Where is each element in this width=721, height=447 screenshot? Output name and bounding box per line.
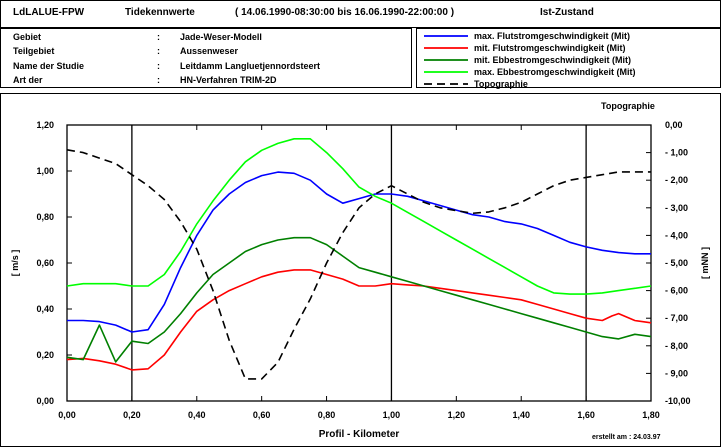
y-tick-label: 1,00 — [36, 166, 54, 176]
y2-tick-label: - 5,00 — [665, 258, 688, 268]
plot-area — [66, 124, 652, 402]
y2-tick-label: -10,00 — [665, 396, 691, 406]
y2-tick-label: - 9,00 — [665, 368, 688, 378]
y2-tick-label: - 2,00 — [665, 175, 688, 185]
header-left: LdLALUE-FPW — [13, 7, 85, 18]
y-tick-label: 0,80 — [36, 212, 54, 222]
y2-tick-label: - 3,00 — [665, 203, 688, 213]
info-sep: : — [157, 32, 160, 42]
x-tick-label: 1,40 — [512, 410, 530, 420]
legend-entry: max. Ebbestromgeschwindigkeit (Mit) — [474, 67, 636, 77]
legend-entry: mit. Ebbestromgeschwindigkeit (Mit) — [474, 55, 632, 65]
x-tick-label: 1,80 — [642, 410, 660, 420]
y2-tick-label: - 4,00 — [665, 230, 688, 240]
info-value: Leitdamm Langluetjennordsteert — [180, 61, 321, 71]
x-tick-label: 1,20 — [448, 410, 466, 420]
info-sep: : — [157, 61, 160, 71]
y-tick-label: 1,20 — [36, 120, 54, 130]
series-line — [66, 236, 652, 363]
info-sep: : — [157, 46, 160, 56]
x-axis-label: Profil - Kilometer — [319, 429, 400, 440]
header-title: Tidekennwerte — [125, 7, 195, 18]
info-label: Gebiet — [13, 32, 42, 42]
header-range: ( 14.06.1990-08:30:00 bis 16.06.1990-22:… — [235, 7, 455, 18]
y2-tick-label: - 8,00 — [665, 341, 688, 351]
info-value: Jade-Weser-Modell — [180, 32, 262, 42]
legend-entry: max. Flutstromgeschwindigkeit (Mit) — [474, 31, 631, 41]
info-label: Name der Studie — [13, 61, 85, 71]
legend-entry: Topographie — [474, 79, 528, 89]
info-table — [0, 28, 412, 88]
info-sep: : — [157, 75, 160, 85]
x-tick-label: 0,20 — [123, 410, 141, 420]
series-line — [66, 149, 651, 380]
y2-tick-label: - 1,00 — [665, 148, 688, 158]
series-line — [67, 171, 651, 333]
y-tick-label: 0,60 — [36, 258, 54, 268]
info-label: Teilgebiet — [13, 46, 55, 56]
x-tick-label: 0,00 — [58, 410, 76, 420]
y-tick-label: 0,40 — [36, 304, 54, 314]
y2-axis-label: [ mNN ] — [700, 247, 710, 279]
x-tick-label: 0,60 — [253, 410, 271, 420]
series-line — [66, 269, 652, 371]
series-line — [66, 138, 652, 295]
x-tick-label: 0,80 — [318, 410, 336, 420]
footer-created: erstellt am : 24.03.97 — [592, 434, 661, 441]
y2-tick-label: - 6,00 — [665, 286, 688, 296]
x-tick-label: 1,00 — [383, 410, 401, 420]
info-value: HN-Verfahren TRIM-2D — [180, 75, 277, 85]
y-tick-label: 0,00 — [36, 396, 54, 406]
info-label: Art der — [13, 75, 43, 85]
x-tick-label: 1,60 — [577, 410, 595, 420]
y2-axis-title: Topographie — [601, 101, 655, 111]
legend-entry: mit. Flutstromgeschwindigkeit (Mit) — [474, 43, 626, 53]
y-tick-label: 0,20 — [36, 350, 54, 360]
y2-tick-label: 0,00 — [665, 120, 683, 130]
y-axis-label: [ m/s ] — [10, 250, 20, 277]
info-value: Aussenweser — [180, 46, 239, 56]
x-tick-label: 0,40 — [188, 410, 206, 420]
header-state: Ist-Zustand — [540, 7, 594, 18]
y2-tick-label: - 7,00 — [665, 313, 688, 323]
